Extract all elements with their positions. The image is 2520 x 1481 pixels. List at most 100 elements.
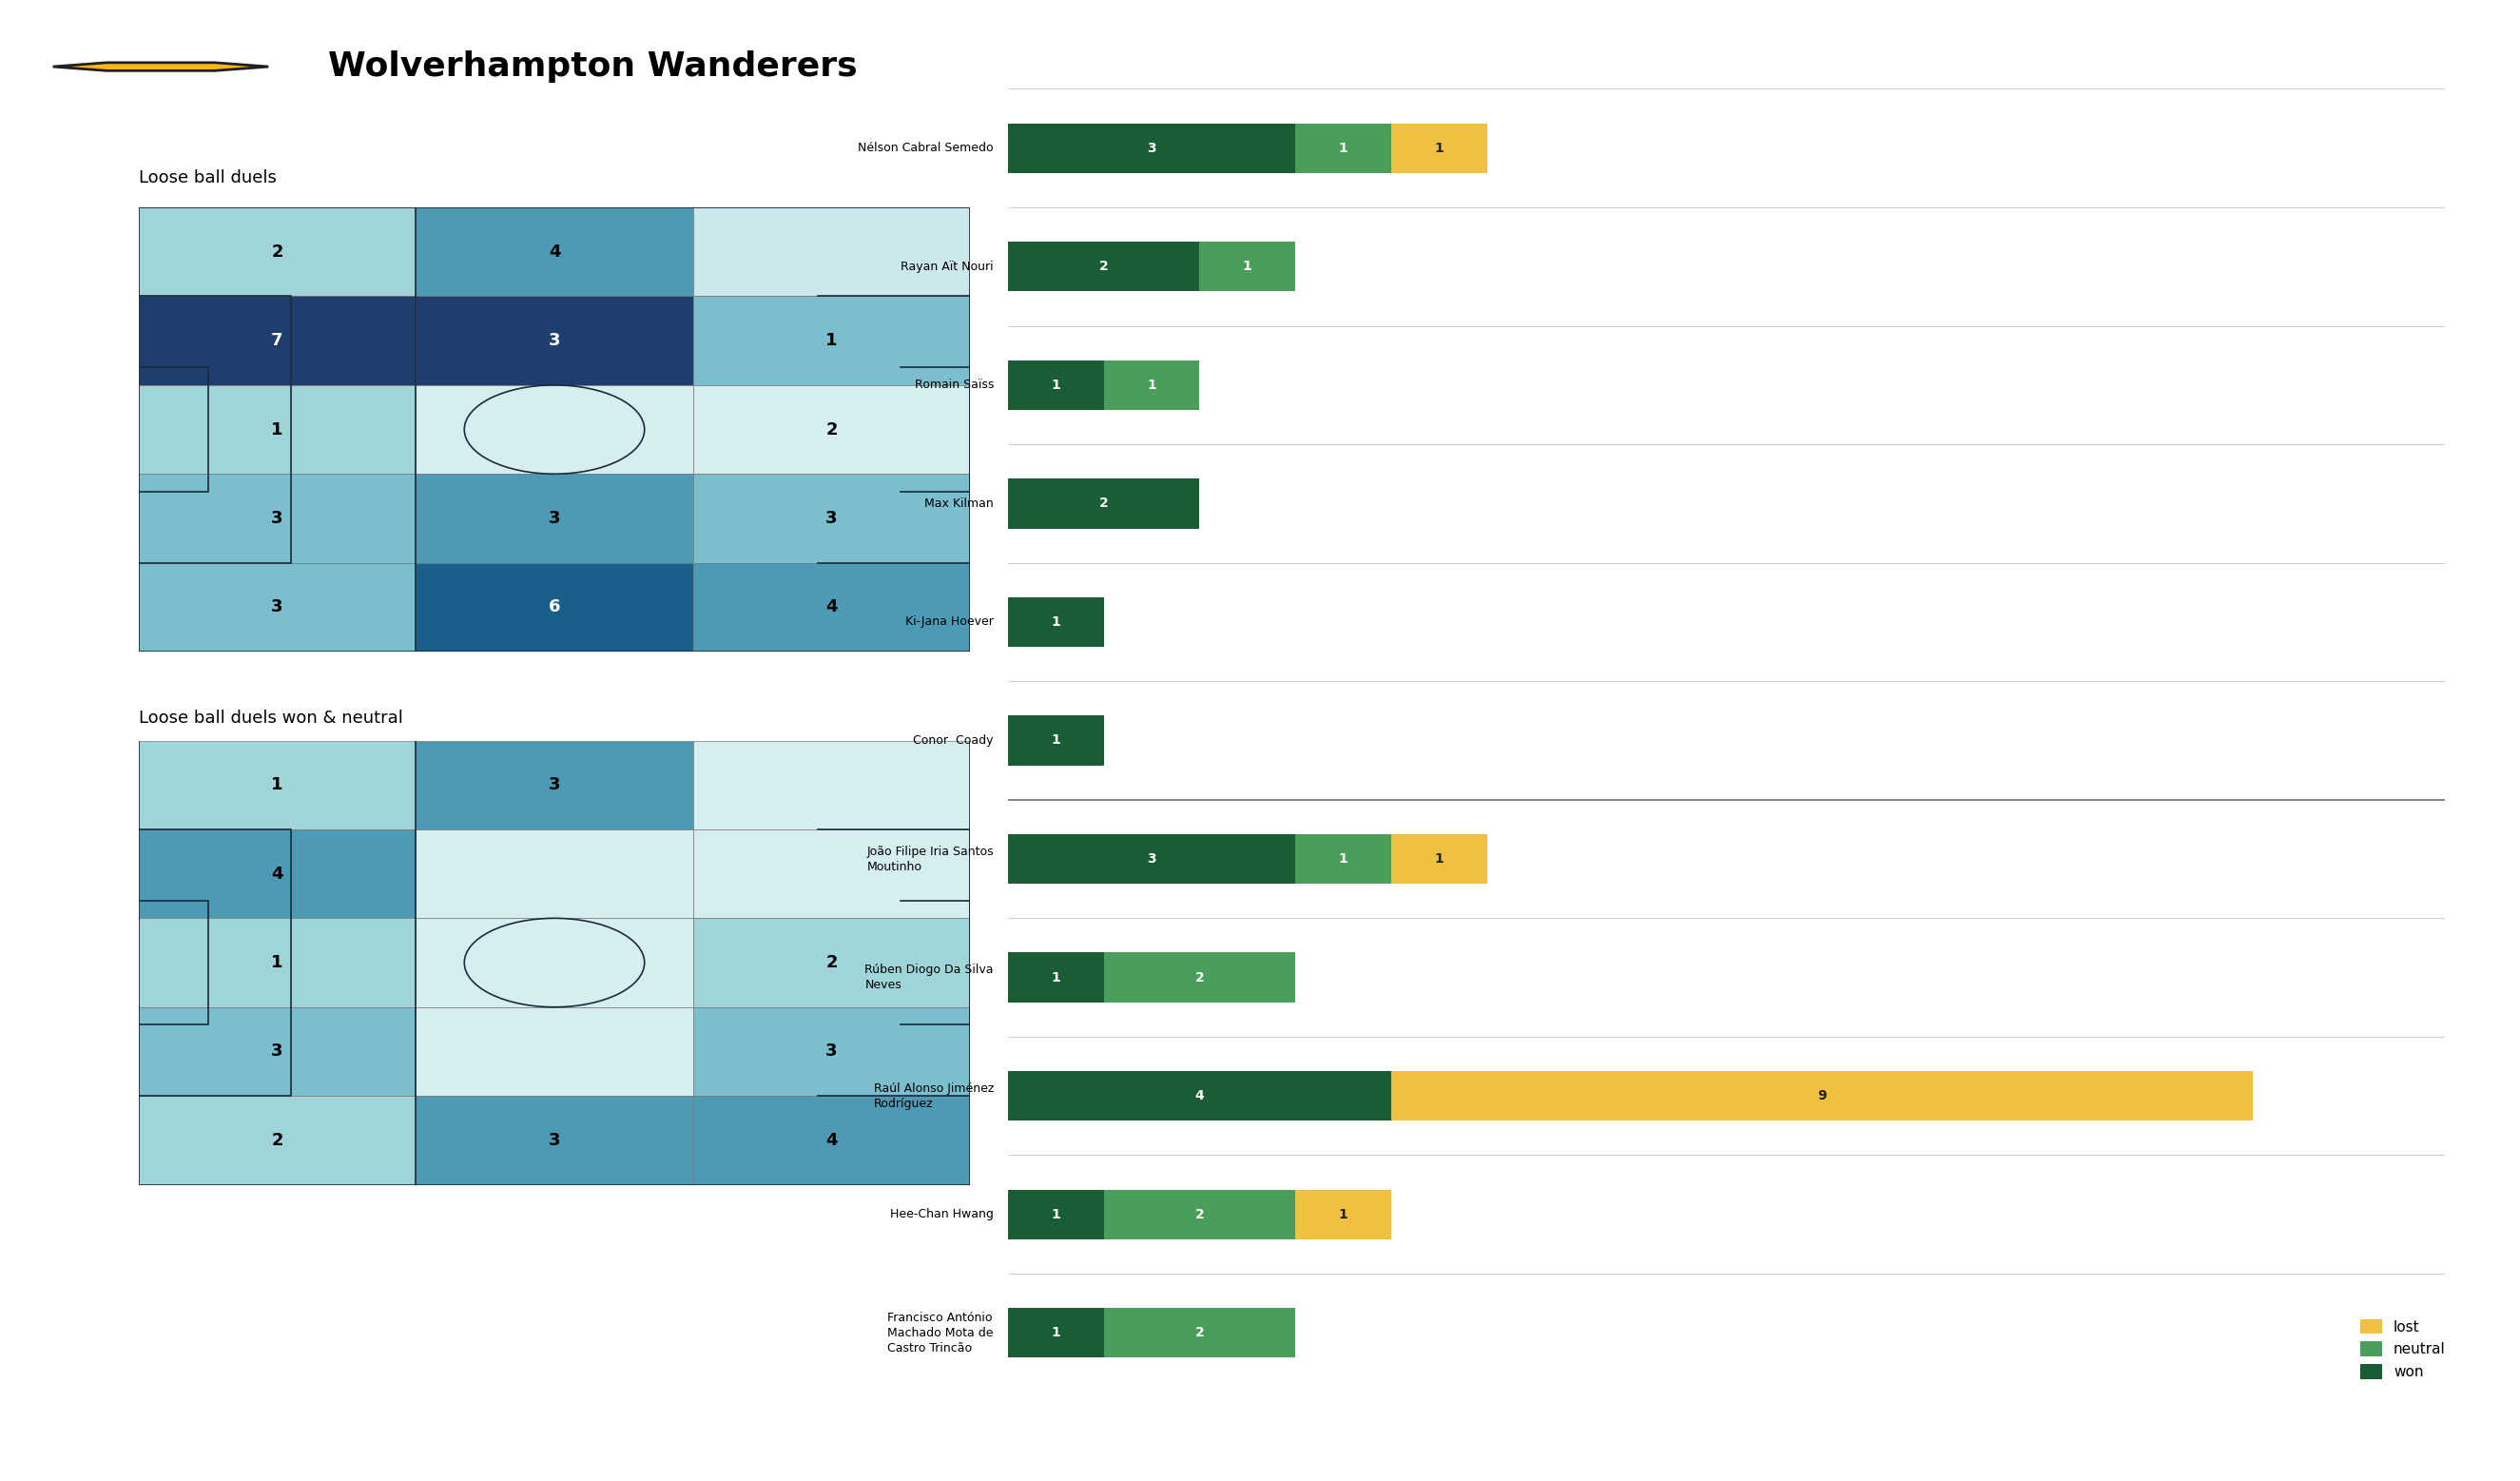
Bar: [1295, 834, 1391, 884]
Bar: [1008, 952, 1104, 1003]
Bar: [693, 474, 970, 563]
Bar: [693, 385, 970, 474]
Text: 1: 1: [1147, 379, 1157, 391]
Bar: [1008, 1071, 1391, 1121]
Bar: [1391, 1071, 2253, 1121]
Bar: [1008, 360, 1104, 410]
Text: 1: 1: [1242, 261, 1252, 273]
Bar: [416, 207, 693, 296]
Bar: [693, 563, 970, 652]
Bar: [1104, 1189, 1295, 1240]
Text: Romain Saïss: Romain Saïss: [915, 379, 993, 391]
Text: 4: 4: [549, 243, 559, 261]
Text: 3: 3: [549, 776, 559, 794]
Text: 2: 2: [1194, 1208, 1205, 1220]
Bar: [1008, 123, 1295, 173]
Text: 7: 7: [272, 332, 282, 350]
Text: 3: 3: [272, 598, 282, 616]
Bar: [1104, 1308, 1295, 1358]
Bar: [1008, 715, 1104, 766]
Bar: [1104, 952, 1295, 1003]
Bar: [1391, 834, 1487, 884]
Text: Ki-Jana Hoever: Ki-Jana Hoever: [905, 616, 993, 628]
Bar: [139, 1096, 416, 1185]
Text: João Filipe Iria Santos
Moutinho: João Filipe Iria Santos Moutinho: [867, 846, 993, 872]
Text: 3: 3: [827, 1043, 837, 1060]
Bar: [416, 829, 693, 918]
Text: 2: 2: [1194, 972, 1205, 983]
Bar: [416, 296, 693, 385]
Text: Rayan Aït Nouri: Rayan Aït Nouri: [900, 261, 993, 273]
Text: 1: 1: [1051, 616, 1061, 628]
Bar: [1008, 1308, 1104, 1358]
Text: 3: 3: [272, 509, 282, 527]
Bar: [1008, 834, 1295, 884]
Text: 1: 1: [1051, 1327, 1061, 1339]
Text: 2: 2: [1099, 498, 1109, 509]
Bar: [139, 563, 416, 652]
Bar: [1295, 1189, 1391, 1240]
Text: 1: 1: [272, 421, 282, 438]
Text: Nélson Cabral Semedo: Nélson Cabral Semedo: [857, 142, 993, 154]
Bar: [416, 740, 693, 829]
Bar: [693, 1007, 970, 1096]
Bar: [693, 1096, 970, 1185]
Bar: [693, 918, 970, 1007]
Text: 4: 4: [827, 1131, 837, 1149]
Text: 4: 4: [1194, 1090, 1205, 1102]
Text: 3: 3: [827, 509, 837, 527]
Text: 1: 1: [1434, 853, 1444, 865]
Bar: [139, 918, 416, 1007]
Text: 1: 1: [272, 776, 282, 794]
Bar: [139, 385, 416, 474]
Text: 4: 4: [827, 598, 837, 616]
Bar: [1008, 597, 1104, 647]
Bar: [416, 1007, 693, 1096]
Text: 2: 2: [272, 1131, 282, 1149]
Text: 1: 1: [1051, 1208, 1061, 1220]
Text: 3: 3: [1147, 853, 1157, 865]
Text: 1: 1: [827, 332, 837, 350]
Text: 3: 3: [549, 1131, 559, 1149]
Bar: [693, 829, 970, 918]
Text: 1: 1: [1338, 142, 1348, 154]
Text: Loose ball duels won & neutral: Loose ball duels won & neutral: [139, 709, 403, 727]
Bar: [416, 474, 693, 563]
Bar: [1104, 360, 1200, 410]
Bar: [1008, 241, 1200, 292]
Bar: [1008, 1189, 1104, 1240]
Text: 3: 3: [549, 332, 559, 350]
Bar: [139, 207, 416, 296]
Text: 1: 1: [272, 954, 282, 972]
Legend: lost, neutral, won: lost, neutral, won: [2354, 1314, 2452, 1385]
Text: Wolverhampton Wanderers: Wolverhampton Wanderers: [328, 50, 857, 83]
Text: 1: 1: [1338, 853, 1348, 865]
Bar: [139, 474, 416, 563]
Text: 3: 3: [549, 509, 559, 527]
Text: 6: 6: [549, 598, 559, 616]
Bar: [1295, 123, 1391, 173]
Text: Rúben Diogo Da Silva
Neves: Rúben Diogo Da Silva Neves: [864, 964, 993, 991]
Text: Raúl Alonso Jiménez
Rodríguez: Raúl Alonso Jiménez Rodríguez: [874, 1083, 993, 1109]
Bar: [1391, 123, 1487, 173]
Bar: [139, 1007, 416, 1096]
Text: 9: 9: [1817, 1090, 1827, 1102]
Text: Loose ball duels: Loose ball duels: [139, 169, 277, 187]
Text: 3: 3: [272, 1043, 282, 1060]
Bar: [693, 740, 970, 829]
Bar: [139, 740, 416, 829]
Text: Max Kilman: Max Kilman: [925, 498, 993, 509]
Bar: [693, 207, 970, 296]
Text: 1: 1: [1434, 142, 1444, 154]
Text: 2: 2: [827, 954, 837, 972]
Bar: [416, 918, 693, 1007]
Bar: [693, 296, 970, 385]
Text: 1: 1: [1051, 735, 1061, 746]
Bar: [416, 385, 693, 474]
Text: Conor  Coady: Conor Coady: [912, 735, 993, 746]
Text: 1: 1: [1338, 1208, 1348, 1220]
Bar: [416, 1096, 693, 1185]
Text: 2: 2: [1099, 261, 1109, 273]
Text: Francisco António
Machado Mota de
Castro Trincão: Francisco António Machado Mota de Castro…: [887, 1312, 993, 1354]
Bar: [416, 563, 693, 652]
